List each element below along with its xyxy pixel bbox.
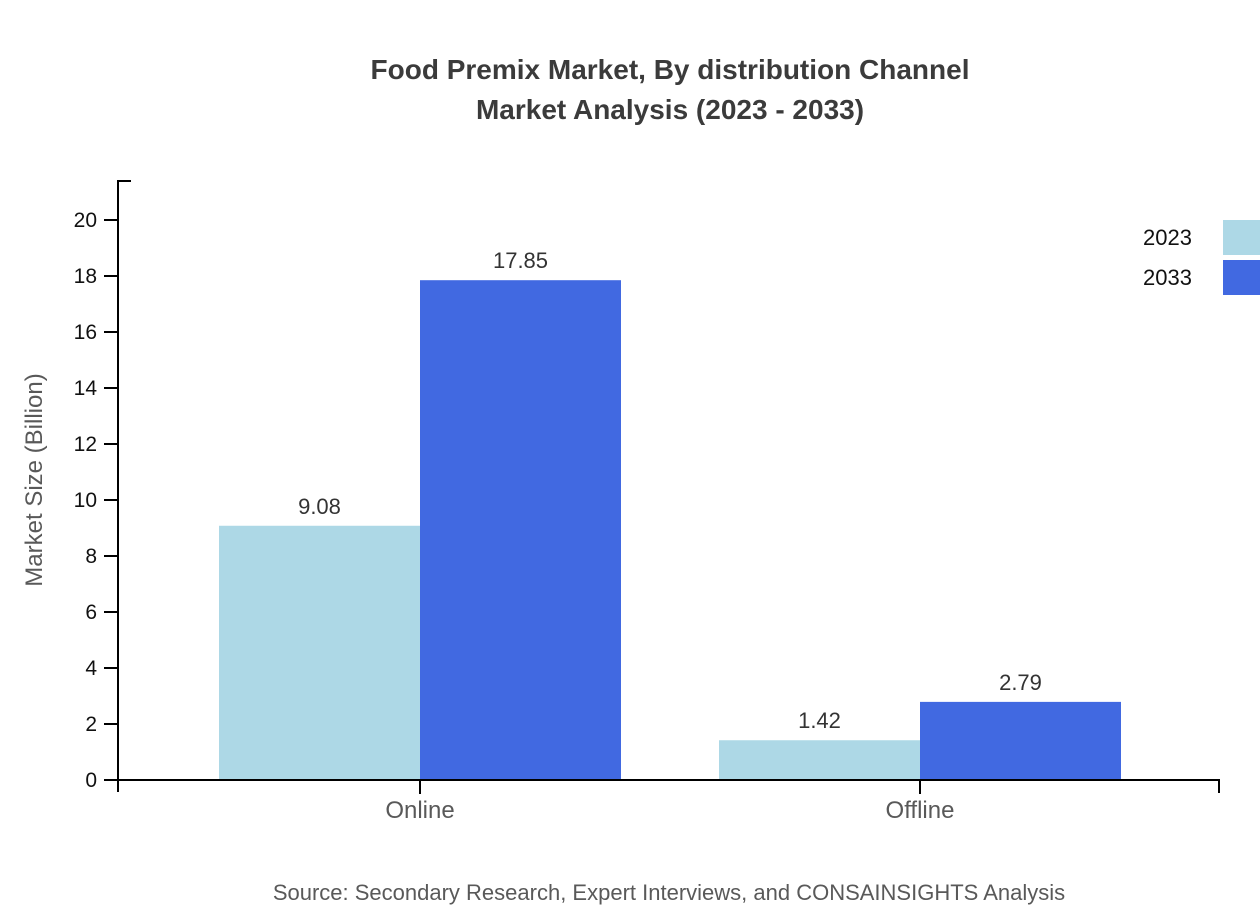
legend-label-2023: 2023 — [1143, 224, 1192, 250]
x-category-label: Online — [385, 797, 454, 824]
y-tick-label: 14 — [74, 377, 98, 400]
bar-value-label: 2.79 — [999, 670, 1042, 695]
y-tick-label: 6 — [85, 601, 97, 624]
y-tick-label: 16 — [74, 321, 97, 344]
chart-title-line2: Market Analysis (2023 - 2033) — [475, 94, 865, 125]
y-tick-label: 2 — [85, 713, 97, 736]
legend-swatch-2033 — [1223, 260, 1260, 295]
bar-offline-2033 — [920, 701, 1121, 780]
y-tick-label: 0 — [85, 769, 97, 792]
legend-label-2033: 2033 — [1143, 264, 1192, 290]
y-tick-label: 10 — [74, 489, 97, 512]
y-tick-label: 4 — [85, 657, 97, 680]
y-tick-label: 12 — [74, 433, 97, 456]
source-attribution: Source: Secondary Research, Expert Inter… — [272, 880, 1066, 905]
y-tick-label: 8 — [85, 545, 97, 568]
legend-swatch-2023 — [1223, 220, 1260, 255]
chart-title: Food Premix Market, By distribution Chan… — [80, 50, 1260, 130]
bar-online-2023 — [219, 525, 420, 780]
bar-value-label: 17.85 — [493, 248, 548, 273]
legend-row-2033: 2033 — [1143, 260, 1260, 295]
x-category-label: Offline — [886, 797, 955, 824]
y-tick-label: 18 — [74, 265, 97, 288]
legend: 2023 2033 — [1143, 220, 1260, 300]
legend-row-2023: 2023 — [1143, 220, 1260, 255]
bar-value-label: 9.08 — [298, 494, 341, 519]
bar-online-2033 — [420, 280, 621, 780]
y-tick-label: 20 — [74, 209, 97, 232]
chart-title-line1: Food Premix Market, By distribution Chan… — [370, 54, 970, 85]
bar-value-label: 1.42 — [798, 708, 841, 733]
bar-offline-2023 — [719, 740, 920, 780]
